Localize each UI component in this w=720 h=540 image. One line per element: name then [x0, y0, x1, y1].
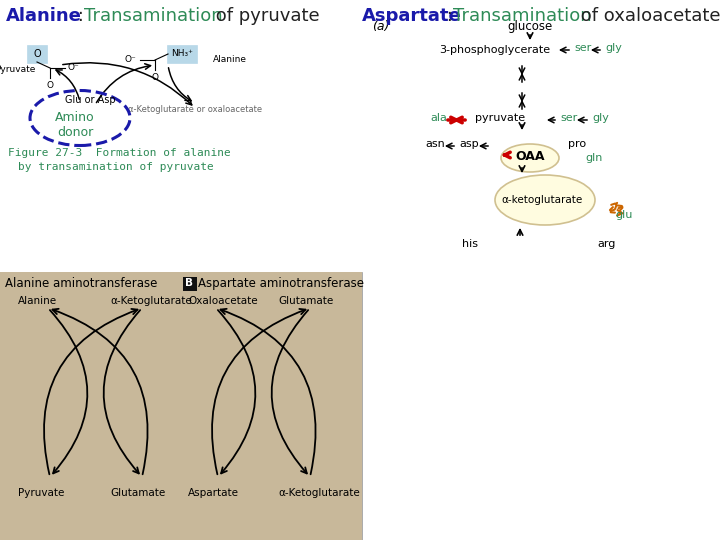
Text: Alanine aminotransferase: Alanine aminotransferase [5, 277, 158, 290]
Text: ser: ser [560, 113, 577, 123]
Text: α-ketoglutarate: α-ketoglutarate [501, 195, 582, 205]
Text: gly: gly [605, 43, 622, 53]
Text: glucose: glucose [508, 20, 553, 33]
Text: (a): (a) [372, 20, 390, 33]
Text: gln: gln [585, 153, 603, 163]
Text: asn: asn [425, 139, 445, 149]
Text: O: O [47, 81, 53, 90]
FancyBboxPatch shape [167, 45, 197, 63]
Text: α-Ketoglutarate: α-Ketoglutarate [278, 488, 360, 498]
Text: Glutamate: Glutamate [278, 296, 333, 306]
Text: ala: ala [430, 113, 447, 123]
Text: Pyruvate: Pyruvate [18, 488, 64, 498]
Text: Pyruvate: Pyruvate [0, 65, 35, 75]
Text: :: : [72, 7, 89, 25]
Text: Aspartate: Aspartate [188, 488, 239, 498]
Text: gly: gly [592, 113, 609, 123]
Text: B: B [185, 278, 193, 288]
FancyBboxPatch shape [362, 0, 720, 272]
Text: Transamination: Transamination [84, 7, 222, 25]
Text: O⁻: O⁻ [68, 63, 80, 71]
Text: Alanine: Alanine [6, 7, 82, 25]
Text: arg: arg [597, 239, 616, 249]
Text: O: O [151, 73, 158, 82]
Text: glu: glu [615, 210, 632, 220]
Text: α-Ketoglutarate: α-Ketoglutarate [110, 296, 192, 306]
FancyBboxPatch shape [0, 0, 362, 272]
Text: Amino
donor: Amino donor [55, 111, 95, 139]
FancyBboxPatch shape [0, 272, 362, 540]
Text: Oxaloacetate: Oxaloacetate [188, 296, 258, 306]
Text: Alanine: Alanine [18, 296, 57, 306]
Text: by transamination of pyruvate: by transamination of pyruvate [18, 162, 214, 172]
Text: Transamination: Transamination [453, 7, 592, 25]
Ellipse shape [501, 144, 559, 172]
Text: Figure 27-3  Formation of alanine: Figure 27-3 Formation of alanine [8, 148, 230, 158]
Text: Glutamate: Glutamate [110, 488, 166, 498]
Text: pyruvate: pyruvate [475, 113, 525, 123]
Text: Glu or Asp: Glu or Asp [65, 95, 115, 105]
Text: asp: asp [459, 139, 479, 149]
Text: 3-phosphoglycerate: 3-phosphoglycerate [439, 45, 551, 55]
Text: his: his [462, 239, 478, 249]
Text: Aspartate aminotransferase: Aspartate aminotransferase [198, 277, 364, 290]
Text: of pyruvate: of pyruvate [210, 7, 320, 25]
Text: of oxaloacetate: of oxaloacetate [575, 7, 720, 25]
Text: α-Ketoglutarate or oxaloacetate: α-Ketoglutarate or oxaloacetate [128, 105, 262, 114]
Text: ser: ser [574, 43, 591, 53]
Text: NH₃⁺: NH₃⁺ [171, 50, 193, 58]
Text: O⁻: O⁻ [125, 55, 136, 64]
FancyBboxPatch shape [362, 272, 720, 540]
Ellipse shape [495, 175, 595, 225]
Text: Aspartate: Aspartate [362, 7, 462, 25]
FancyBboxPatch shape [27, 45, 47, 63]
FancyBboxPatch shape [182, 276, 197, 291]
Text: O: O [33, 49, 41, 59]
Text: :: : [441, 7, 459, 25]
Text: pro: pro [568, 139, 586, 149]
Text: Alanine: Alanine [213, 56, 247, 64]
Text: OAA: OAA [516, 151, 545, 164]
